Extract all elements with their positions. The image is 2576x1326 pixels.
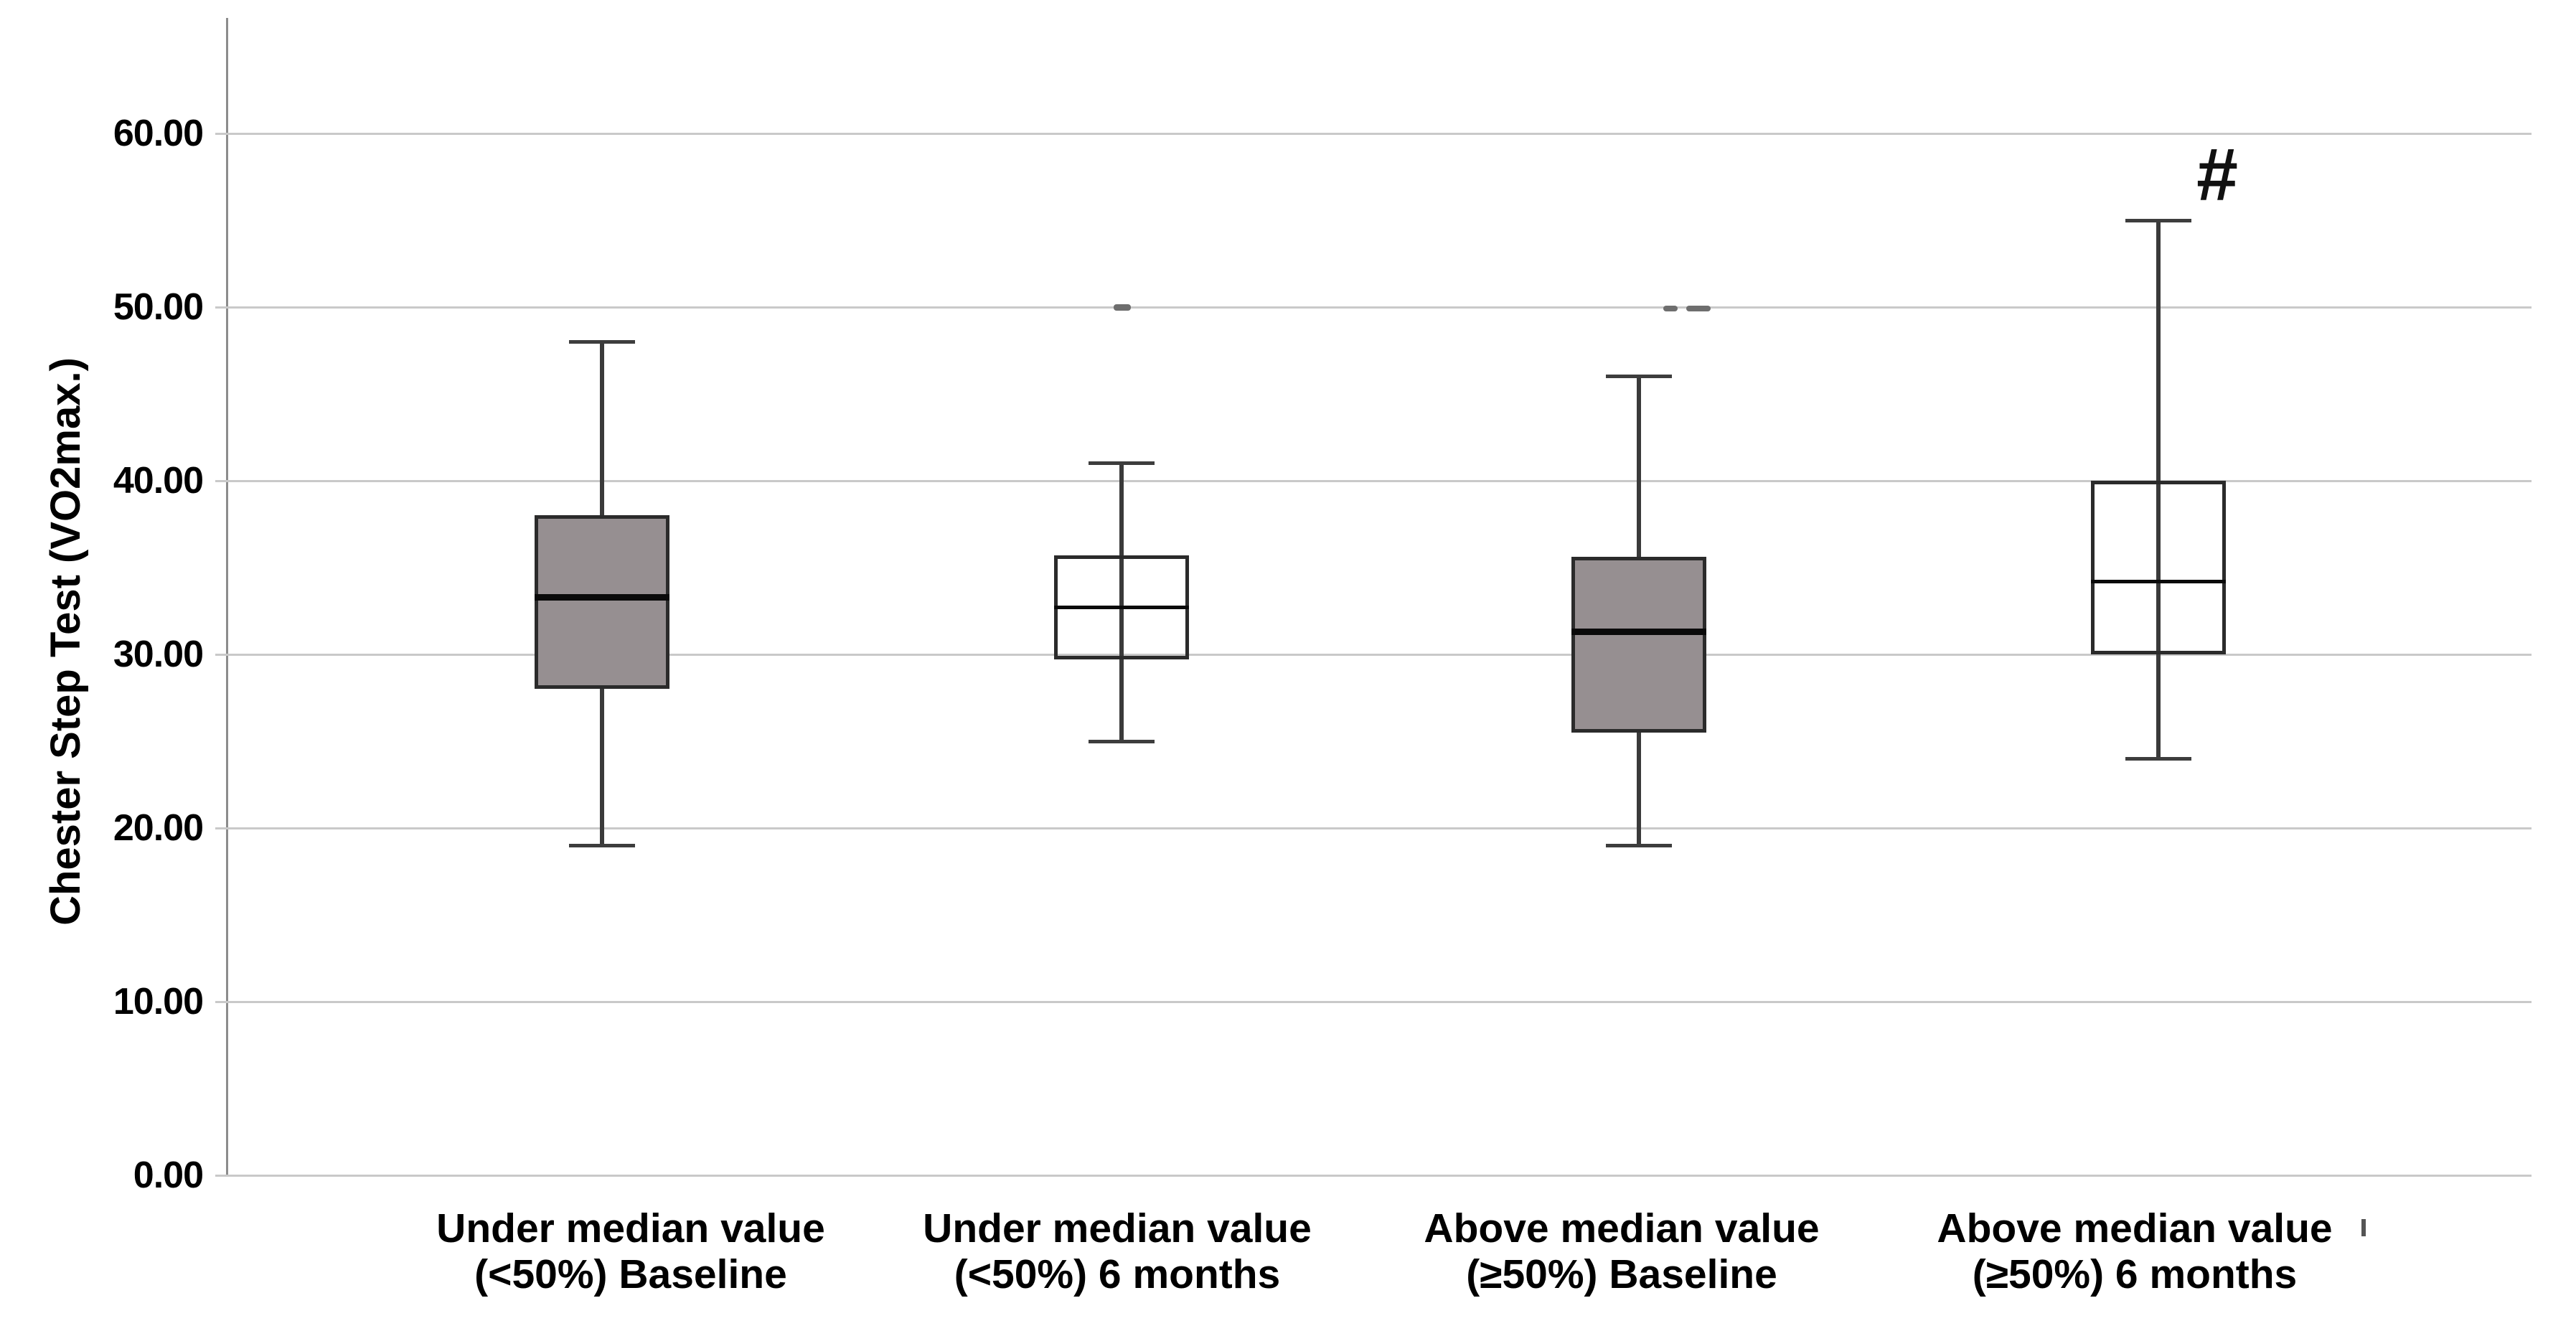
gridline <box>215 653 2532 656</box>
whisker-cap-top <box>1606 375 1672 379</box>
whisker-cap-top <box>2125 218 2191 222</box>
x-category-label-line: Under median value <box>436 1205 825 1251</box>
gridline <box>215 306 2532 309</box>
y-tick-label: 40.00 <box>113 460 204 502</box>
gridline-smudge-artifact <box>1686 306 1711 311</box>
median-line <box>1054 606 1189 610</box>
gridline <box>215 1000 2532 1003</box>
y-tick-label: 60.00 <box>113 113 204 154</box>
gridline <box>215 1174 2532 1177</box>
y-tick-label: 0.00 <box>133 1155 204 1196</box>
whisker-line <box>2156 220 2161 759</box>
y-axis-line <box>226 18 228 1176</box>
stray-mark-artifact <box>2361 1219 2366 1236</box>
gridline-smudge-artifact <box>1663 306 1678 311</box>
gridline <box>215 132 2532 135</box>
x-category-label: Under median value (<50%) Baseline <box>401 1205 860 1297</box>
gridline-smudge-artifact <box>1114 304 1131 311</box>
box-rect <box>2091 481 2226 654</box>
whisker-line <box>1119 463 1124 741</box>
whisker-cap-bottom <box>569 843 635 847</box>
whisker-cap-bottom <box>1089 739 1155 743</box>
x-category-label-line: Under median value <box>923 1205 1312 1251</box>
y-tick-label: 30.00 <box>113 634 204 675</box>
x-category-label-line: (<50%) Baseline <box>474 1251 787 1297</box>
x-category-label-line: Above median value <box>1937 1205 2333 1251</box>
box-rect <box>535 515 669 690</box>
y-tick-label: 50.00 <box>113 286 204 328</box>
y-tick-label: 10.00 <box>113 981 204 1022</box>
whisker-cap-top <box>1089 461 1155 466</box>
x-category-label-line: (<50%) 6 months <box>954 1251 1281 1297</box>
median-line <box>535 593 669 601</box>
y-tick-label: 20.00 <box>113 807 204 849</box>
x-category-label-line: (≥50%) 6 months <box>1972 1251 2298 1297</box>
x-category-label-line: (≥50%) Baseline <box>1466 1251 1777 1297</box>
x-category-label-line: Above median value <box>1424 1205 1820 1251</box>
significance-annotation: # <box>2196 133 2238 217</box>
whisker-cap-bottom <box>1606 843 1672 847</box>
whisker-cap-bottom <box>2125 756 2191 761</box>
x-category-label: Above median value (≥50%) Baseline <box>1392 1205 1851 1297</box>
x-category-label: Under median value (<50%) 6 months <box>888 1205 1347 1297</box>
whisker-cap-top <box>569 339 635 344</box>
gridline <box>215 479 2532 482</box>
box-rect <box>1571 557 1706 733</box>
gridline <box>215 827 2532 829</box>
median-line <box>2091 579 2226 583</box>
median-line <box>1571 629 1706 636</box>
x-category-label: Above median value (≥50%) 6 months <box>1905 1205 2364 1297</box>
